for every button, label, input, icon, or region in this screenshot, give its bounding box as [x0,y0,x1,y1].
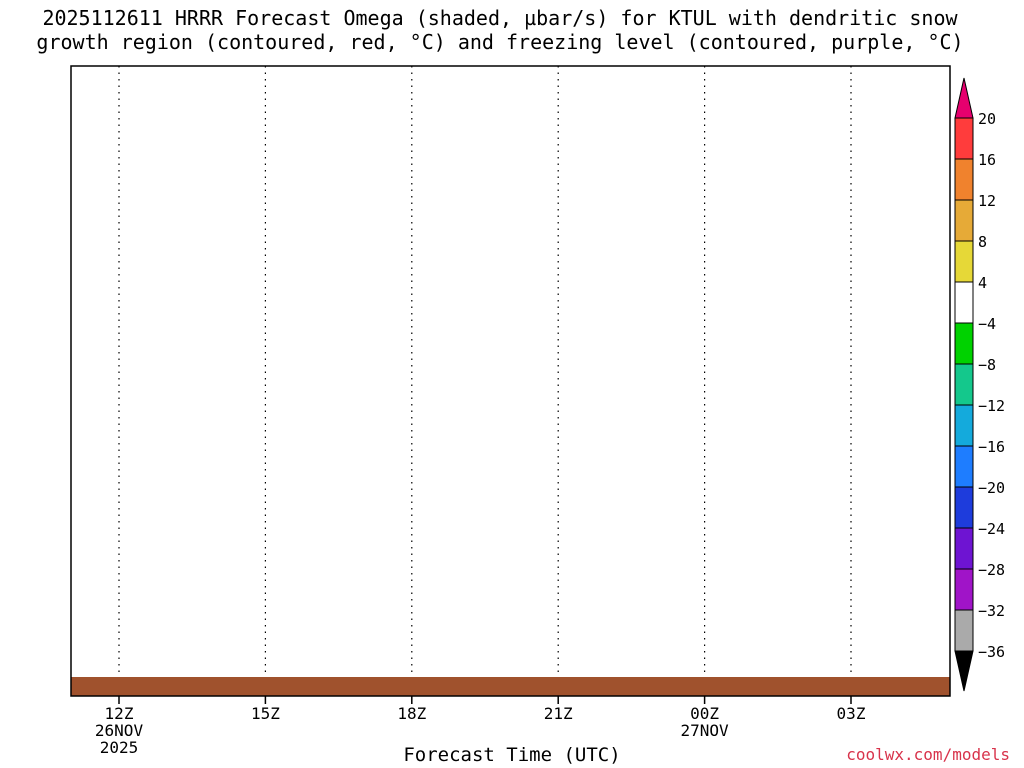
colorbar-segment-7 [954,363,974,406]
x-tick-label-18Z: 18Z [397,704,426,723]
colorbar-segment-5 [954,281,974,324]
colorbar-segment-10 [954,486,974,529]
colorbar-label-1: 16 [978,151,996,169]
colorbar-top-triangle [954,77,974,119]
colorbar-segment-13 [954,609,974,652]
colorbar-label-3: 8 [978,233,987,251]
colorbar-label-7: −12 [978,397,1005,415]
colorbar-label-8: −16 [978,438,1005,456]
credit-link[interactable]: coolwx.com/models [846,745,1010,764]
colorbar-segment-4 [954,240,974,283]
colorbar-label-6: −8 [978,356,996,374]
colorbar-segment-3 [954,199,974,242]
surface-ground-bar [71,677,950,696]
x-tick-date-12Z: 26NOV [95,721,144,740]
colorbar-label-13: −36 [978,643,1005,661]
x-tick-label-15Z: 15Z [251,704,280,723]
colorbar-label-9: −20 [978,479,1005,497]
colorbar-segment-1 [954,117,974,160]
chart-title-line-1: 2025112611 HRRR Forecast Omega (shaded, … [42,6,958,30]
colorbar-label-4: 4 [978,274,987,292]
colorbar-label-5: −4 [978,315,996,333]
x-tick-year-12Z: 2025 [100,738,139,757]
colorbar-label-10: −24 [978,520,1005,538]
colorbar-segment-11 [954,527,974,570]
colorbar-segment-8 [954,404,974,447]
colorbar-segment-2 [954,158,974,201]
colorbar-label-12: −32 [978,602,1005,620]
chart-title-line-2: growth region (contoured, red, °C) and f… [36,30,964,54]
x-tick-label-21Z: 21Z [544,704,573,723]
colorbar-label-11: −28 [978,561,1005,579]
x-axis-title: Forecast Time (UTC) [403,744,621,766]
x-tick-date-00Z: 27NOV [681,721,730,740]
x-tick-label-00Z: 00Z [690,704,719,723]
colorbar-segment-6 [954,322,974,365]
colorbar-segment-9 [954,445,974,488]
colorbar-label-2: 12 [978,192,996,210]
colorbar-bottom-triangle [954,650,974,692]
plot-frame [70,65,951,697]
x-tick-label-03Z: 03Z [837,704,866,723]
colorbar-label-0: 20 [978,110,996,128]
colorbar-segment-12 [954,568,974,611]
x-tick-label-12Z: 12Z [105,704,134,723]
